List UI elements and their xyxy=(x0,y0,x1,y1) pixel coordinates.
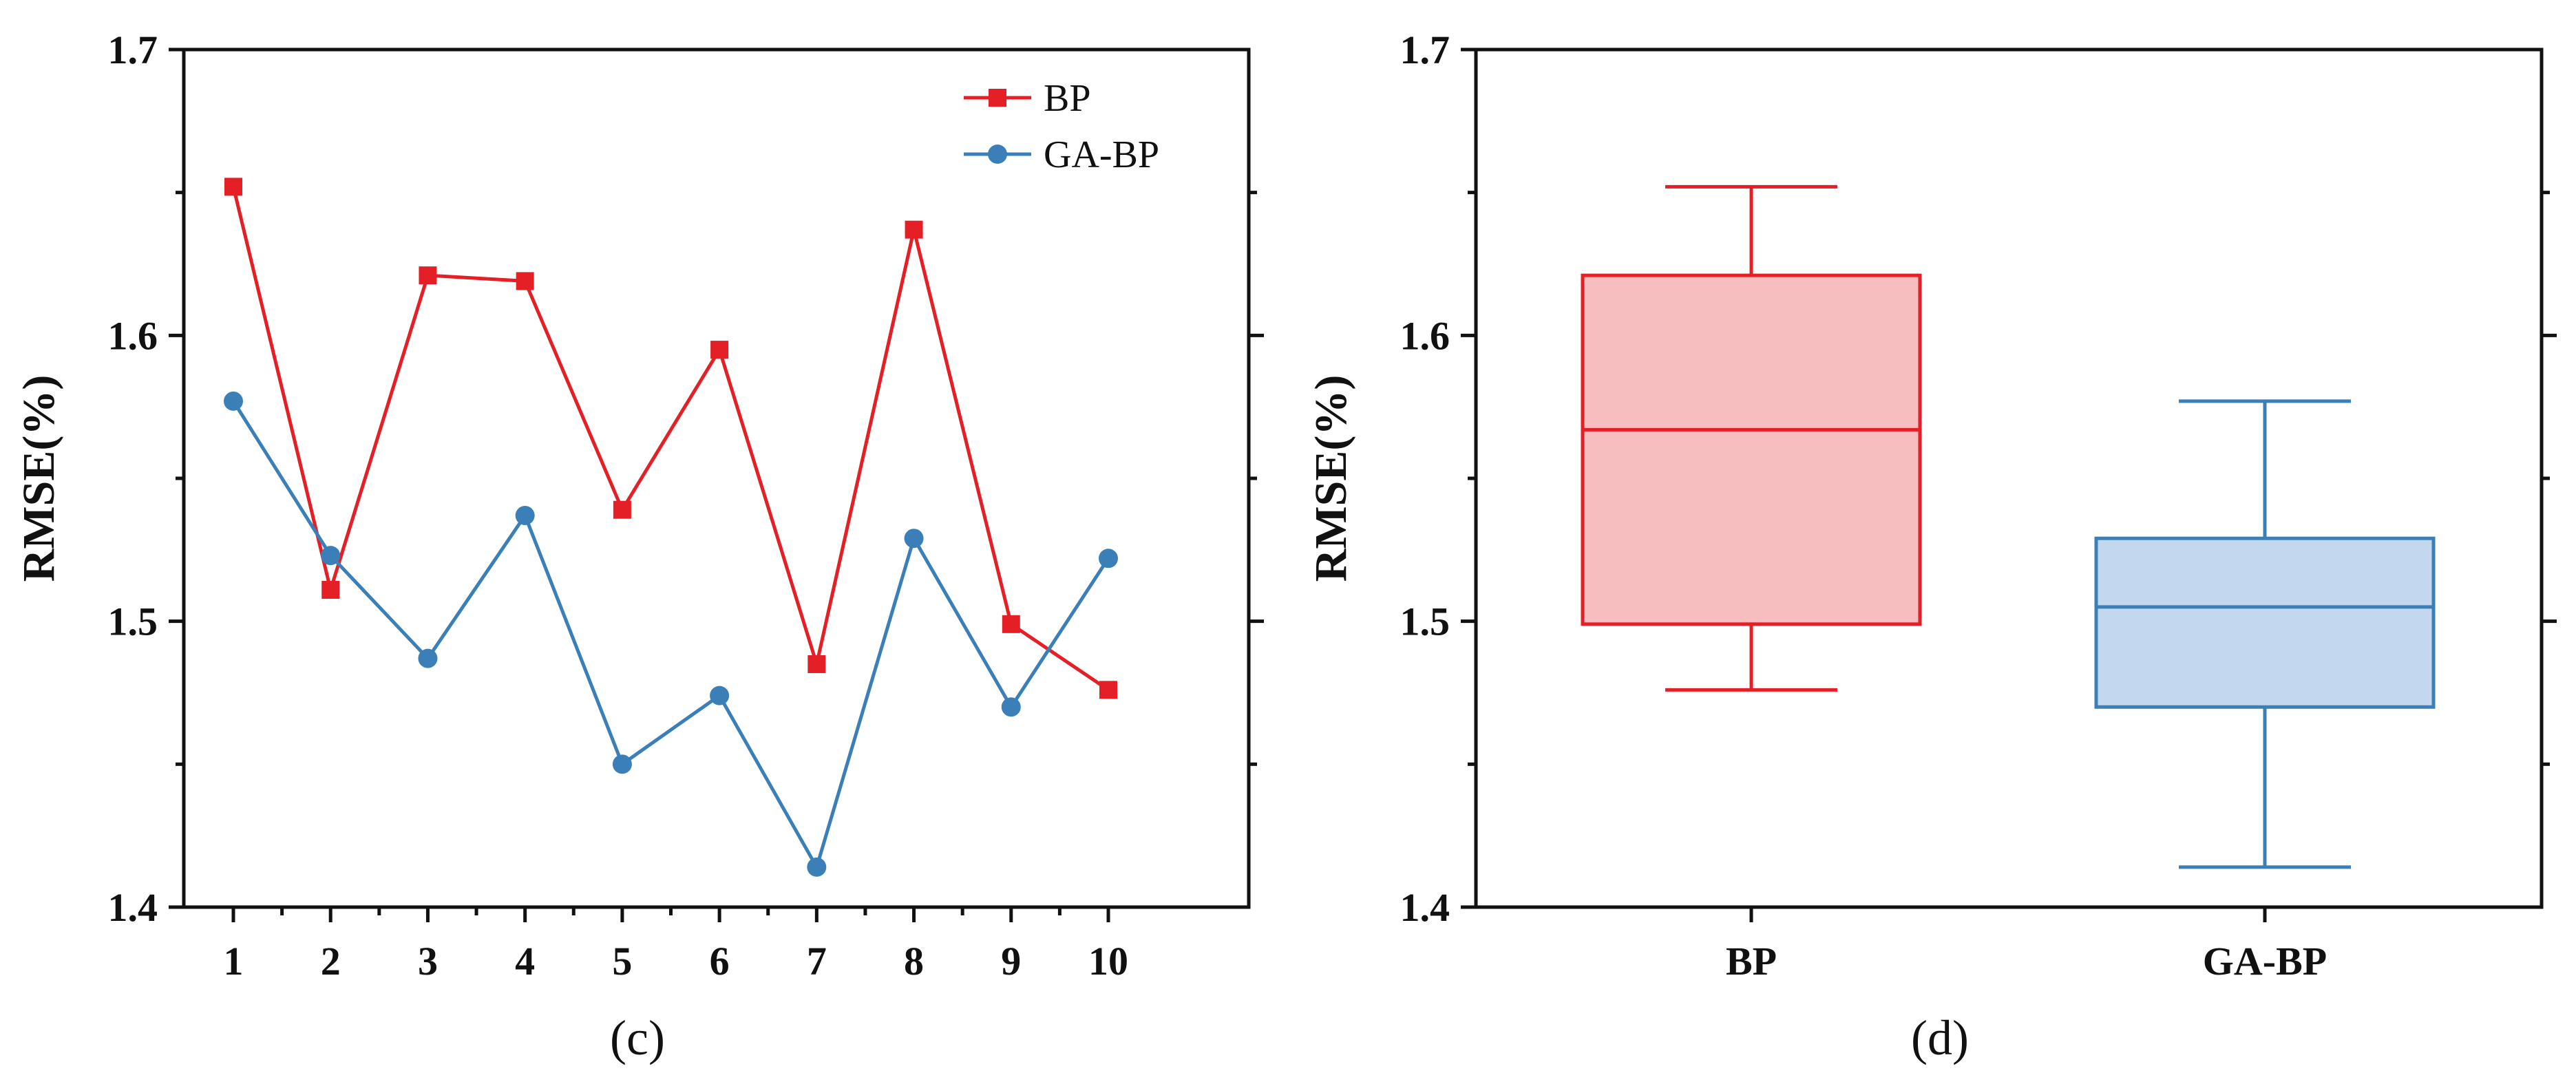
data-point-bp xyxy=(613,500,631,519)
y-tick-label: 1.5 xyxy=(1400,599,1450,644)
box-plot-panel: 1.4 1.5 1.6 1.7 BP GA-BP RMSE(%) (d) xyxy=(1306,28,2557,1065)
x-tick-label: BP xyxy=(1726,939,1777,984)
data-point-ga-bp xyxy=(1099,549,1118,568)
data-point-ga-bp xyxy=(224,391,243,411)
y-tick-label: 1.4 xyxy=(1400,885,1450,930)
y-tick-label: 1.4 xyxy=(108,885,158,930)
y-axis-label: RMSE(%) xyxy=(14,375,64,582)
y-tick-label: 1.6 xyxy=(108,313,158,358)
x-tick-label: 1 xyxy=(224,939,244,984)
box-bp xyxy=(1581,273,1922,626)
plot-frame xyxy=(182,47,1251,909)
line-chart-panel: 1.4 1.5 1.6 1.7 1 2 3 4 5 6 7 8 9 10 BP GA-BP RMSE(%)… xyxy=(14,28,1264,1065)
x-tick-label: 3 xyxy=(418,939,438,984)
y-tick-label: 1.5 xyxy=(108,599,158,644)
data-point-bp xyxy=(516,272,534,290)
series-line-ga-bp xyxy=(231,400,1110,872)
series-layer xyxy=(224,178,1118,877)
data-point-bp xyxy=(224,178,242,196)
box-ga-bp xyxy=(2094,536,2436,709)
y-tick-label: 1.7 xyxy=(108,28,158,72)
x-tick-label: 4 xyxy=(515,939,535,984)
legend-marker xyxy=(988,145,1007,164)
data-point-bp xyxy=(1099,681,1117,699)
data-point-bp xyxy=(807,655,826,673)
data-point-ga-bp xyxy=(321,546,341,566)
legend: BP GA-BP xyxy=(964,77,1159,176)
data-point-bp xyxy=(419,266,437,285)
data-point-ga-bp xyxy=(710,686,730,705)
series-line-bp xyxy=(231,186,1110,692)
data-point-ga-bp xyxy=(904,529,924,549)
y-ticks: 1.4 1.5 1.6 1.7 xyxy=(108,28,1264,930)
data-point-ga-bp xyxy=(807,857,827,877)
x-ticks: 1 2 3 4 5 6 7 8 9 10 xyxy=(224,907,1128,984)
x-tick-label: 9 xyxy=(1001,939,1021,984)
data-point-ga-bp xyxy=(612,754,632,774)
y-tick-label: 1.6 xyxy=(1400,313,1450,358)
legend-marker xyxy=(989,89,1006,107)
data-point-bp xyxy=(1002,615,1020,633)
data-point-ga-bp xyxy=(1001,697,1021,717)
legend-entry: BP xyxy=(1044,77,1091,120)
data-point-bp xyxy=(905,220,923,239)
data-point-bp xyxy=(321,580,340,599)
y-axis-label: RMSE(%) xyxy=(1306,375,1356,582)
x-tick-label: 5 xyxy=(612,939,632,984)
panel-label-c: (c) xyxy=(610,1010,665,1065)
x-tick-label: 7 xyxy=(807,939,827,984)
data-point-ga-bp xyxy=(418,648,438,668)
y-ticks: 1.4 1.5 1.6 1.7 xyxy=(1400,28,2557,930)
y-tick-label: 1.7 xyxy=(1400,28,1450,72)
panel-label-d: (d) xyxy=(1911,1010,1969,1065)
legend-entry: GA-BP xyxy=(1044,134,1159,176)
x-tick-label: 8 xyxy=(904,939,924,984)
data-point-ga-bp xyxy=(515,505,535,525)
x-tick-label: 6 xyxy=(710,939,730,984)
x-tick-label: 2 xyxy=(321,939,341,984)
data-point-bp xyxy=(710,341,729,359)
x-tick-label: 10 xyxy=(1088,939,1128,984)
boxes-layer xyxy=(1581,184,2436,869)
x-tick-label: GA-BP xyxy=(2203,939,2327,984)
x-ticks: BP GA-BP xyxy=(1726,907,2327,984)
